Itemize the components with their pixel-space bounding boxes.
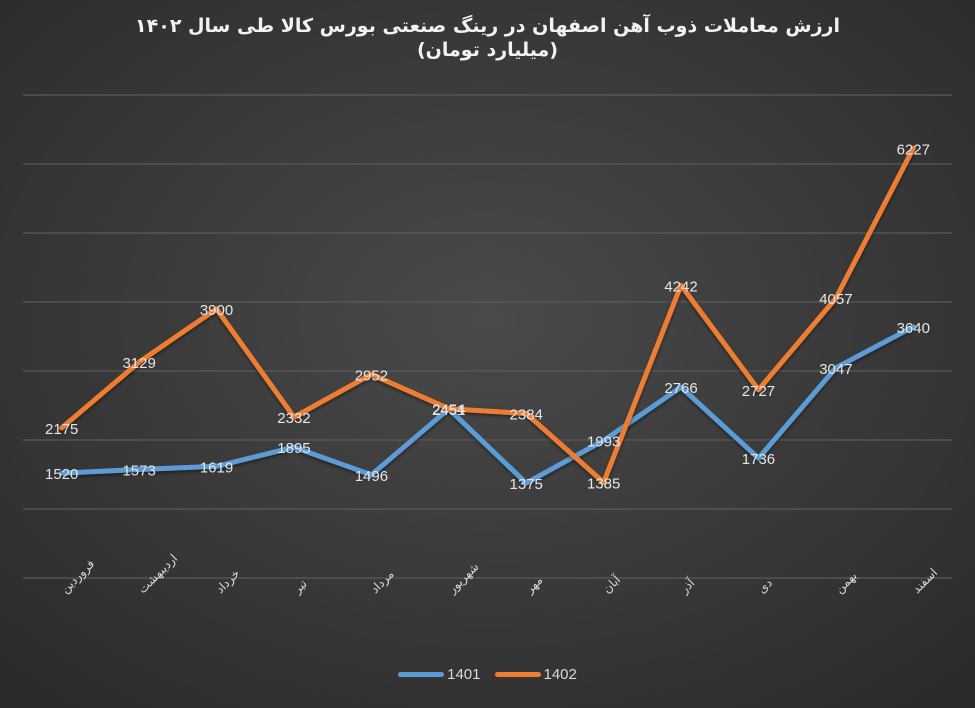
x-axis-label: فروردین	[58, 557, 98, 597]
data-label: 1573	[122, 462, 155, 479]
data-label: 6227	[897, 141, 930, 158]
data-label: 2451	[432, 402, 465, 419]
x-axis-label: تیر	[289, 577, 310, 598]
x-axis-labels: فروردین اردیبهشت خرداد تیر مرداد شهریور مهر آبا…	[58, 551, 940, 597]
chart-title-line1: ارزش معاملات ذوب آهن اصفهان در رینگ صنعت…	[135, 15, 840, 37]
gridlines	[23, 94, 952, 579]
data-label: 1736	[742, 451, 775, 468]
data-label: 1993	[587, 433, 620, 450]
x-axis-label: آبان	[599, 572, 624, 597]
data-label: 3129	[122, 355, 155, 372]
data-label: 3900	[200, 302, 233, 319]
legend-label-1401: 1401	[447, 666, 481, 683]
legend-label-1402: 1402	[543, 666, 577, 683]
data-label: 1496	[355, 468, 388, 485]
x-axis-label: دی	[755, 576, 775, 596]
data-label: 1385	[587, 475, 620, 492]
legend: 1401 1402	[0, 666, 975, 683]
series-1401	[59, 324, 916, 486]
data-label: 2175	[45, 421, 78, 438]
x-axis-label: مرداد	[368, 567, 398, 597]
x-axis-label: مهر	[522, 573, 546, 597]
chart-title: ارزش معاملات ذوب آهن اصفهان در رینگ صنعت…	[0, 14, 975, 62]
data-labels: 1520 1573 1619 1895 1496 2451 1375 1993 2766 1736…	[45, 141, 930, 493]
series-1402	[59, 145, 916, 485]
data-label: 1520	[45, 466, 78, 483]
x-axis-label: خرداد	[213, 566, 243, 596]
legend-swatch-1402	[494, 672, 541, 677]
data-label: 3047	[819, 361, 852, 378]
data-label: 2952	[355, 367, 388, 384]
data-label: 1895	[277, 440, 310, 457]
data-label: 3640	[897, 320, 930, 337]
legend-swatch-1401	[398, 672, 445, 677]
data-label: 2727	[742, 383, 775, 400]
x-axis-label: بهمن	[832, 569, 860, 597]
chart-title-line2: (میلیارد تومان)	[417, 39, 558, 61]
data-label: 2454	[432, 402, 465, 419]
data-label: 2766	[664, 380, 697, 397]
legend-item-1401[interactable]: 1401	[398, 666, 481, 683]
x-axis-label: اردیبهشت	[135, 551, 181, 597]
data-label: 2384	[510, 407, 543, 424]
legend-item-1402[interactable]: 1402	[494, 666, 577, 683]
series-line-1402[interactable]	[59, 145, 916, 485]
data-label: 1375	[510, 476, 543, 493]
x-axis-label: اسفند	[910, 565, 941, 596]
data-label: 1619	[200, 459, 233, 476]
line-chart: 1520 1573 1619 1895 1496 2451 1375 1993 2766 1736…	[23, 94, 952, 598]
data-label: 4242	[664, 278, 697, 295]
data-label: 2332	[277, 410, 310, 427]
data-label: 4057	[819, 291, 852, 308]
series-line-1401[interactable]	[59, 324, 916, 486]
